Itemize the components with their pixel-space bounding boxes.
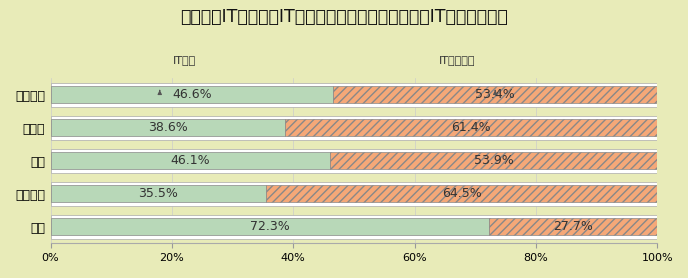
- Bar: [266, 185, 657, 202]
- Bar: [50, 152, 330, 169]
- Bar: [50, 83, 657, 107]
- Bar: [50, 215, 657, 239]
- Bar: [50, 185, 266, 202]
- Bar: [285, 119, 657, 136]
- Bar: [50, 218, 489, 235]
- Text: 53.9%: 53.9%: [474, 154, 513, 167]
- Text: IT産業: IT産業: [173, 55, 195, 65]
- Bar: [50, 116, 657, 140]
- Bar: [50, 148, 657, 173]
- Bar: [489, 218, 657, 235]
- Text: 53.4%: 53.4%: [475, 88, 515, 101]
- Bar: [330, 152, 657, 169]
- Bar: [333, 86, 657, 103]
- Text: 61.4%: 61.4%: [451, 121, 491, 134]
- Text: 我が国のIT人材は、IT産業に集中。特に公的部門のIT人材は少ない: 我が国のIT人材は、IT産業に集中。特に公的部門のIT人材は少ない: [180, 8, 508, 26]
- Text: 35.5%: 35.5%: [138, 187, 178, 200]
- Text: 64.5%: 64.5%: [442, 187, 482, 200]
- Text: 72.3%: 72.3%: [250, 220, 290, 233]
- Bar: [50, 182, 657, 206]
- Text: 27.7%: 27.7%: [553, 220, 593, 233]
- Text: 38.6%: 38.6%: [148, 121, 188, 134]
- Text: IT産業以外: IT産業以外: [439, 55, 475, 65]
- Text: 46.6%: 46.6%: [172, 88, 212, 101]
- Text: 46.1%: 46.1%: [171, 154, 211, 167]
- Bar: [50, 119, 285, 136]
- Bar: [50, 86, 333, 103]
